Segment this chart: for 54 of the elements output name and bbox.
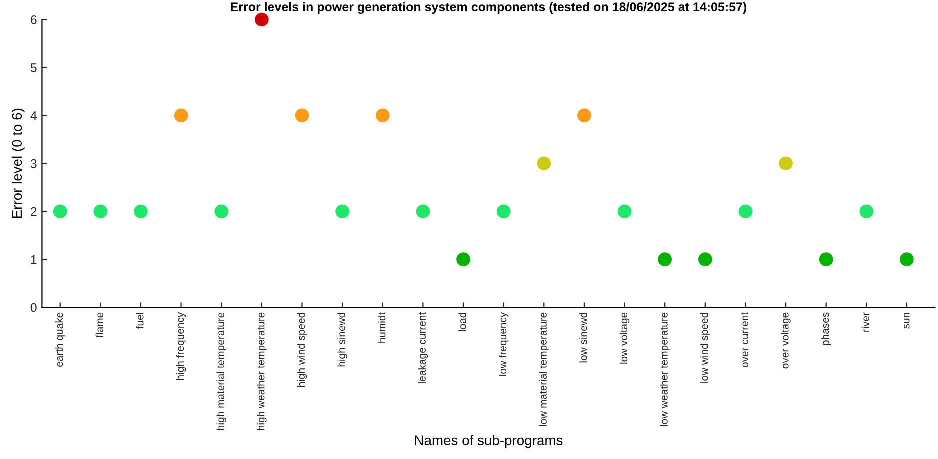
x-tick-label: high sinewd — [338, 313, 348, 367]
point — [819, 252, 834, 266]
y-axis-title: Error level (0 to 6) — [12, 108, 25, 218]
x-tick-label: sun — [904, 313, 910, 329]
point — [456, 252, 470, 266]
point — [416, 204, 430, 219]
x-tick-label: fuel — [136, 313, 144, 330]
y-tick-label: 5 — [30, 64, 37, 72]
y-tick-label: 6 — [31, 16, 37, 24]
y-tick-label: 0 — [30, 303, 37, 312]
point — [496, 204, 511, 219]
x-tick-label: high material temperature — [216, 312, 226, 430]
y-tick-label: 1 — [31, 255, 37, 264]
x-tick-label: high wind speed — [297, 313, 308, 387]
x-axis-title: Names of sub-programs — [415, 435, 563, 448]
x-tick-label: low voltage — [620, 312, 630, 364]
x-tick-label: low sinewd — [580, 313, 588, 363]
point — [900, 252, 914, 266]
x-tick-label: load — [458, 313, 466, 332]
point — [860, 204, 874, 219]
y-tick-label: 4 — [30, 112, 37, 120]
point — [698, 252, 712, 266]
x-tick-label: over current — [742, 312, 748, 368]
point — [618, 204, 632, 219]
chart-title: Error levels in power generation system components (tested on 18/06/2025 at 14:05:57) — [231, 2, 747, 14]
point — [336, 204, 350, 219]
x-tick-label: earth quake — [55, 312, 66, 367]
point — [255, 12, 269, 27]
x-tick-label: low wind speed — [700, 313, 710, 383]
point — [537, 156, 552, 171]
point — [134, 204, 148, 219]
x-tick-label: leakage current — [418, 312, 428, 384]
point — [174, 108, 188, 123]
x-tick-label: high frequency — [176, 312, 186, 380]
x-tick-label: low weather temperature — [660, 312, 670, 426]
point — [376, 108, 390, 123]
point — [94, 204, 108, 219]
x-tick-label: low material temperature — [539, 312, 549, 426]
x-tick-label: high weather temperature — [257, 312, 267, 430]
x-tick-label: flame — [96, 312, 104, 338]
x-tick-label: humidt — [378, 312, 386, 343]
x-tick-label: low frequency — [498, 312, 509, 376]
point — [214, 204, 229, 219]
x-tick-label: phases — [821, 312, 832, 346]
point — [658, 252, 672, 266]
point — [779, 156, 793, 171]
point — [53, 204, 68, 219]
x-tick-label: over voltage — [781, 312, 791, 369]
y-tick-label: 3 — [30, 159, 37, 168]
point — [578, 108, 592, 123]
point — [738, 204, 753, 219]
point — [295, 108, 310, 123]
y-tick-label: 2 — [31, 207, 37, 216]
x-tick-label: river — [862, 312, 870, 332]
